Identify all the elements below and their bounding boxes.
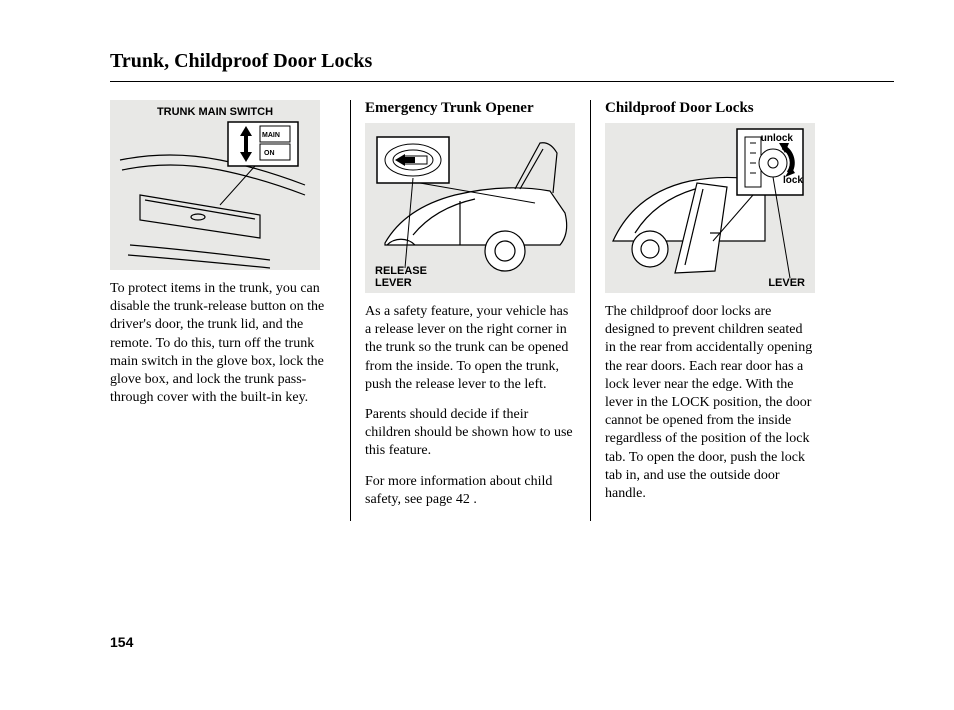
subheading-emergency-opener: Emergency Trunk Opener: [365, 100, 576, 117]
paragraph: For more information about child safety,…: [365, 473, 576, 509]
subheading-childproof-locks: Childproof Door Locks: [605, 100, 816, 117]
inset-label-on: ON: [264, 150, 275, 157]
column-2: Emergency Trunk Opener: [350, 100, 590, 521]
paragraph: The childproof door locks are designed t…: [605, 303, 816, 503]
paragraph: Parents should decide if their children …: [365, 406, 576, 461]
figure-label-lever: LEVER: [768, 277, 805, 289]
title-rule: [110, 81, 894, 82]
figure-label-lock: lock: [783, 175, 803, 186]
figure-title: TRUNK MAIN SWITCH: [110, 106, 320, 118]
figure-childproof-lock: unlock lock: [605, 123, 815, 293]
childproof-illustration: [605, 123, 815, 293]
page-title: Trunk, Childproof Door Locks: [110, 50, 894, 73]
paragraph: To protect items in the trunk, you can d…: [110, 280, 336, 407]
page-number: 154: [110, 634, 133, 650]
inset-label-main: MAIN: [262, 132, 280, 139]
column-3: Childproof Door Locks unlock lock: [590, 100, 830, 521]
content-columns: TRUNK MAIN SWITCH: [110, 100, 894, 521]
figure-emergency-trunk-opener: RELEASE LEVER: [365, 123, 575, 293]
paragraph: As a safety feature, your vehicle has a …: [365, 303, 576, 394]
figure-label-unlock: unlock: [761, 133, 793, 144]
trunk-switch-illustration: MAIN ON: [110, 100, 320, 270]
column-1: TRUNK MAIN SWITCH: [110, 100, 350, 521]
figure-trunk-main-switch: TRUNK MAIN SWITCH: [110, 100, 320, 270]
figure-label-release-lever: RELEASE LEVER: [375, 265, 427, 289]
manual-page: Trunk, Childproof Door Locks TRUNK MAIN …: [0, 0, 954, 710]
